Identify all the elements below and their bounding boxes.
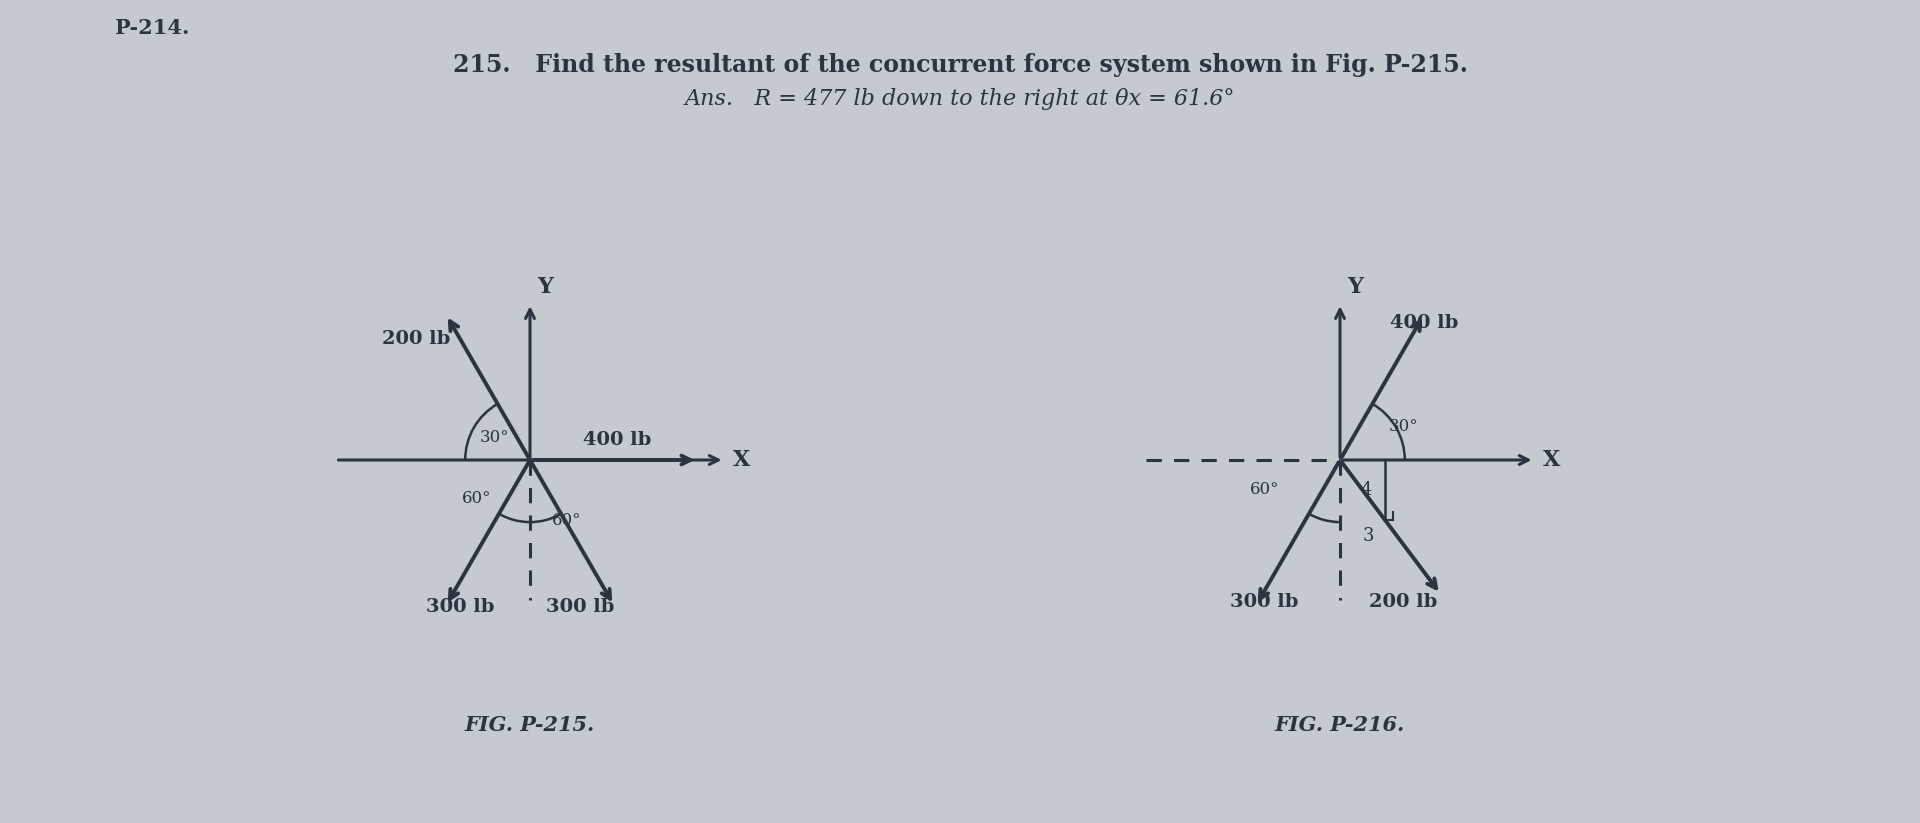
Text: 400 lb: 400 lb <box>1390 314 1457 332</box>
Text: 300 lb: 300 lb <box>545 598 614 616</box>
Text: 300 lb: 300 lb <box>426 598 493 616</box>
Text: 4: 4 <box>1361 481 1373 499</box>
Text: 30°: 30° <box>1388 418 1419 435</box>
Text: 60°: 60° <box>551 512 582 529</box>
Text: 30°: 30° <box>480 429 509 446</box>
Text: X: X <box>1542 449 1559 471</box>
Text: Ans.   R = 477 lb down to the right at θx = 61.6°: Ans. R = 477 lb down to the right at θx … <box>685 88 1235 110</box>
Text: 60°: 60° <box>1250 481 1279 498</box>
Text: 200 lb: 200 lb <box>382 331 451 348</box>
Text: 3: 3 <box>1363 528 1373 546</box>
Text: 60°: 60° <box>461 491 492 508</box>
Text: 400 lb: 400 lb <box>584 431 651 449</box>
Text: FIG. P-215.: FIG. P-215. <box>465 715 595 735</box>
Text: FIG. P-216.: FIG. P-216. <box>1275 715 1405 735</box>
Text: Y: Y <box>1348 277 1363 299</box>
Text: P-214.: P-214. <box>115 18 190 38</box>
Text: 215.   Find the resultant of the concurrent force system shown in Fig. P-215.: 215. Find the resultant of the concurren… <box>453 53 1467 77</box>
Text: Y: Y <box>538 277 553 299</box>
Text: X: X <box>732 449 751 471</box>
Text: 200 lb: 200 lb <box>1369 593 1438 611</box>
Text: 300 lb: 300 lb <box>1231 593 1298 611</box>
